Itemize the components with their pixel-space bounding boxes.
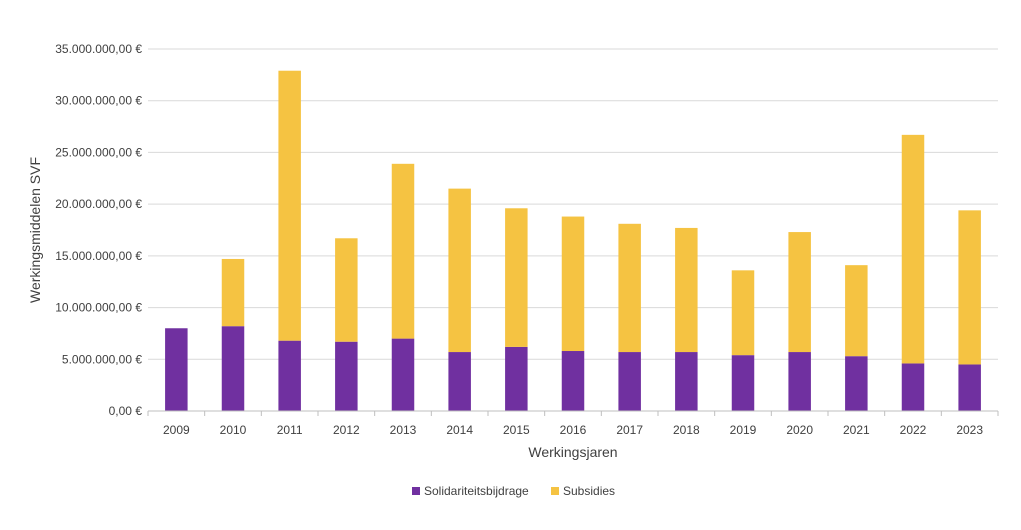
legend-swatch-solidariteitsbijdrage [412,487,420,495]
legend: Solidariteitsbijdrage Subsidies [412,484,615,498]
bar-subsidies-2018 [675,227,698,353]
x-tick-label: 2013 [390,423,417,437]
bar-solidariteitsbijdrage-2022 [901,363,925,411]
x-tick-label: 2023 [956,423,983,437]
bar-subsidies-2022 [901,134,925,364]
bar-solidariteitsbijdrage-2019 [731,355,755,411]
bar-solidariteitsbijdrage-2010 [221,326,245,411]
x-tick-label: 2010 [220,423,247,437]
y-axis-title: Werkingsmiddelen SVF [27,157,43,303]
bar-subsidies-2017 [618,223,641,353]
y-tick-label: 5.000.000,00 € [62,352,142,366]
x-axis-ticks: 2009 2010 2011 2012 2013 2014 2015 2016 2017 2018… [147,411,999,437]
bar-solidariteitsbijdrage-2015 [505,346,528,411]
bar-subsidies-2010 [221,258,245,327]
bar-solidariteitsbijdrage-2016 [561,351,585,411]
y-tick-label: 30.000.000,00 € [55,94,142,108]
legend-label-subsidies: Subsidies [563,484,615,498]
bar-solidariteitsbijdrage-2018 [675,352,698,411]
bar-subsidies-2011 [278,70,301,341]
bar-solidariteitsbijdrage-2017 [618,352,641,411]
bar-solidariteitsbijdrage-2023 [958,364,981,411]
x-tick-label: 2022 [900,423,927,437]
x-tick-label: 2016 [560,423,587,437]
bar-solidariteitsbijdrage-2012 [335,341,358,411]
bar-subsidies-2021 [845,265,868,357]
x-tick-label: 2021 [843,423,870,437]
x-tick-label: 2018 [673,423,700,437]
y-axis-ticks: 0,00 € 5.000.000,00 € 10.000.000,00 € 15.00… [55,42,142,418]
y-tick-label: 0,00 € [109,404,143,418]
bar-subsidies-2016 [561,216,585,352]
bar-subsidies-2019 [731,270,755,356]
x-tick-label: 2017 [616,423,643,437]
y-tick-label: 10.000.000,00 € [55,301,142,315]
bars [165,70,981,411]
x-tick-label: 2020 [786,423,813,437]
y-tick-label: 25.000.000,00 € [55,145,142,159]
x-tick-label: 2015 [503,423,530,437]
bar-solidariteitsbijdrage-2013 [391,338,415,411]
bar-subsidies-2013 [391,163,415,339]
legend-swatch-subsidies [551,487,559,495]
y-tick-label: 20.000.000,00 € [55,197,142,211]
bar-subsidies-2023 [958,210,981,365]
x-tick-label: 2009 [163,423,190,437]
bar-solidariteitsbijdrage-2011 [278,340,301,411]
bar-solidariteitsbijdrage-2021 [845,356,868,411]
bar-subsidies-2012 [335,238,358,342]
bar-subsidies-2020 [788,232,811,353]
x-tick-label: 2011 [277,423,303,437]
x-tick-label: 2019 [730,423,757,437]
y-tick-label: 15.000.000,00 € [55,249,142,263]
x-tick-label: 2012 [333,423,360,437]
x-axis-title: Werkingsjaren [528,444,617,460]
y-tick-label: 35.000.000,00 € [55,42,142,56]
legend-label-solidariteitsbijdrage: Solidariteitsbijdrage [424,484,529,498]
bar-subsidies-2015 [505,208,528,347]
x-tick-label: 2014 [446,423,473,437]
bar-solidariteitsbijdrage-2014 [448,352,471,411]
bar-solidariteitsbijdrage-2009 [165,328,188,411]
bar-solidariteitsbijdrage-2020 [788,352,811,411]
bar-subsidies-2014 [448,188,471,353]
